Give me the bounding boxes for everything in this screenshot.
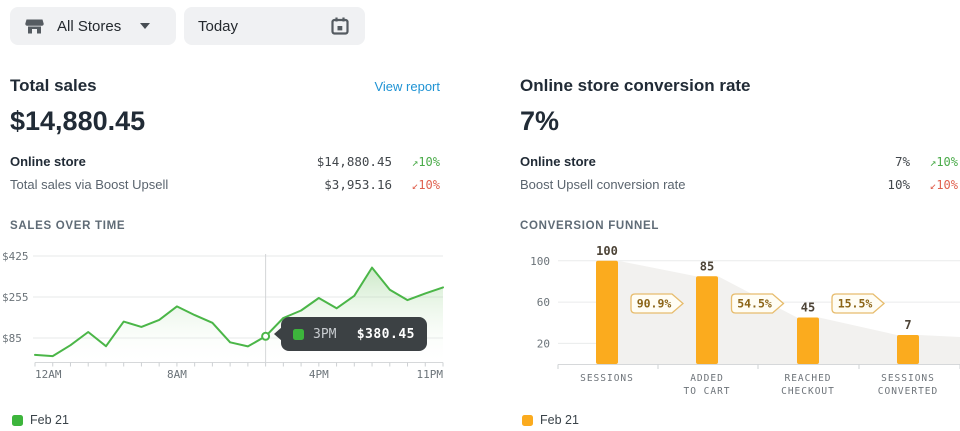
trend-down-arrow-icon: ↙ <box>929 178 937 192</box>
svg-text:REACHED: REACHED <box>784 373 831 384</box>
store-selector-label: All Stores <box>57 17 122 35</box>
legend-label: Feb 21 <box>30 413 69 427</box>
metric-value: 10% <box>887 177 910 192</box>
svg-text:60: 60 <box>537 296 550 309</box>
svg-text:TO CART: TO CART <box>683 386 730 397</box>
legend-label: Feb 21 <box>540 413 579 427</box>
trend-up-arrow-icon: ↗ <box>929 155 937 169</box>
metric-change-down: ↙10% <box>929 177 958 192</box>
conversion-metric-rows: Online store 7% ↗10% Boost Upsell conver… <box>520 150 958 196</box>
trend-down-arrow-icon: ↙ <box>411 178 419 192</box>
storefront-icon <box>24 17 45 36</box>
svg-text:SESSIONS: SESSIONS <box>881 373 935 384</box>
svg-text:20: 20 <box>537 337 550 350</box>
svg-text:ADDED: ADDED <box>690 373 724 384</box>
funnel-bar-chart[interactable]: 100 60 20 100 85 45 7 90.9% 54.5% 15.5% SESSIONS AD… <box>520 240 960 400</box>
svg-text:8AM: 8AM <box>167 368 187 381</box>
metric-row-boost-upsell-sales: Total sales via Boost Upsell $3,953.16 ↙… <box>10 173 440 196</box>
conversion-funnel-heading: CONVERSION FUNNEL <box>520 220 660 232</box>
svg-text:100: 100 <box>530 255 550 268</box>
svg-text:$85: $85 <box>2 332 22 345</box>
metric-label: Total sales via Boost Upsell <box>10 177 169 192</box>
metric-label: Boost Upsell conversion rate <box>520 177 686 192</box>
sales-metric-rows: Online store $14,880.45 ↗10% Total sales… <box>10 150 440 196</box>
svg-text:$255: $255 <box>2 291 29 304</box>
metric-label: Online store <box>10 154 86 169</box>
calendar-icon <box>329 15 351 37</box>
tooltip-value: $380.45 <box>356 326 415 342</box>
svg-text:SESSIONS: SESSIONS <box>580 373 634 384</box>
metric-change-up: ↗10% <box>929 154 958 169</box>
svg-text:CONVERTED: CONVERTED <box>878 386 938 397</box>
metric-change-down: ↙10% <box>411 177 440 192</box>
funnel-legend: Feb 21 <box>522 413 579 427</box>
svg-text:15.5%: 15.5% <box>838 297 873 311</box>
metric-label: Online store <box>520 154 596 169</box>
svg-text:45: 45 <box>801 301 815 315</box>
svg-text:90.9%: 90.9% <box>637 297 672 311</box>
metric-row-online-store-sales: Online store $14,880.45 ↗10% <box>10 150 440 173</box>
legend-swatch-orange <box>522 414 533 426</box>
sales-line-chart[interactable]: $425 $255 $85 12AM 8AM 4PM 11PM <box>0 246 445 381</box>
store-selector-button[interactable]: All Stores <box>10 7 176 45</box>
metric-change-up: ↗10% <box>411 154 440 169</box>
total-sales-value: $14,880.45 <box>10 106 146 136</box>
metric-value: $14,880.45 <box>316 154 392 169</box>
metric-row-online-store-conversion: Online store 7% ↗10% <box>520 150 958 173</box>
tooltip-series-swatch <box>293 328 304 340</box>
svg-text:4PM: 4PM <box>309 368 329 381</box>
svg-text:$425: $425 <box>2 250 29 263</box>
conversion-rate-value: 7% <box>520 106 560 136</box>
legend-swatch-green <box>12 414 23 426</box>
svg-text:100: 100 <box>596 244 618 258</box>
caret-down-icon <box>140 23 150 29</box>
svg-text:85: 85 <box>700 259 714 273</box>
chart-tooltip: 3PM $380.45 <box>274 317 427 351</box>
trend-up-arrow-icon: ↗ <box>411 155 419 169</box>
sales-over-time-heading: SALES OVER TIME <box>10 220 126 232</box>
sales-legend: Feb 21 <box>12 413 69 427</box>
svg-text:7: 7 <box>904 318 911 332</box>
sales-panel-title: Total sales <box>10 76 97 95</box>
svg-text:54.5%: 54.5% <box>737 297 772 311</box>
metric-value: $3,953.16 <box>324 177 392 192</box>
metric-row-boost-upsell-conversion: Boost Upsell conversion rate 10% ↙10% <box>520 173 958 196</box>
svg-text:11PM: 11PM <box>417 368 444 381</box>
metric-value: 7% <box>894 154 910 169</box>
date-range-label: Today <box>198 17 239 35</box>
tooltip-time: 3PM <box>313 326 337 342</box>
date-range-selector-button[interactable]: Today <box>184 7 365 45</box>
svg-text:12AM: 12AM <box>35 368 62 381</box>
svg-text:CHECKOUT: CHECKOUT <box>781 386 835 397</box>
conversion-panel-title: Online store conversion rate <box>520 76 751 95</box>
view-report-link[interactable]: View report <box>374 79 440 94</box>
